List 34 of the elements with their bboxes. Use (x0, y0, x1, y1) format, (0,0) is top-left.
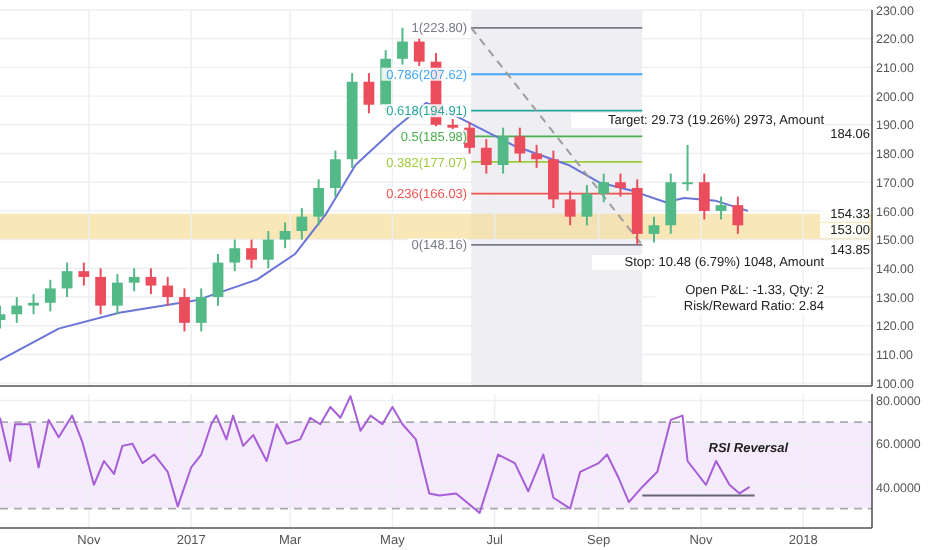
candlestick (514, 126, 526, 164)
candlestick (111, 273, 123, 316)
candlestick (279, 221, 291, 250)
candlestick (732, 195, 744, 235)
candlestick (329, 149, 341, 198)
candlestick (28, 293, 39, 316)
candlestick (212, 252, 224, 307)
candlestick (581, 184, 593, 227)
candlestick (195, 287, 207, 333)
candlestick (413, 37, 425, 67)
candlestick (715, 195, 727, 221)
candlestick (78, 261, 90, 287)
candlestick (145, 267, 157, 296)
candlestick (179, 287, 190, 333)
candlestick (698, 172, 710, 221)
candlestick (313, 178, 325, 227)
candlestick (480, 138, 492, 175)
candlestick (296, 207, 308, 241)
candlestick (665, 172, 677, 235)
candlestick (95, 267, 107, 316)
candlestick (598, 172, 610, 204)
candlestick (397, 26, 408, 66)
candlestick (682, 143, 693, 192)
candlestick (162, 275, 174, 307)
candlestick (246, 238, 257, 270)
candlestick (128, 267, 140, 293)
candlestick (363, 72, 375, 115)
candlestick (262, 230, 274, 270)
candlestick (11, 296, 23, 324)
candlestick (44, 278, 56, 313)
candlestick (648, 215, 660, 244)
candlestick (61, 261, 73, 299)
candlestick (497, 126, 509, 175)
candlestick (229, 238, 241, 273)
